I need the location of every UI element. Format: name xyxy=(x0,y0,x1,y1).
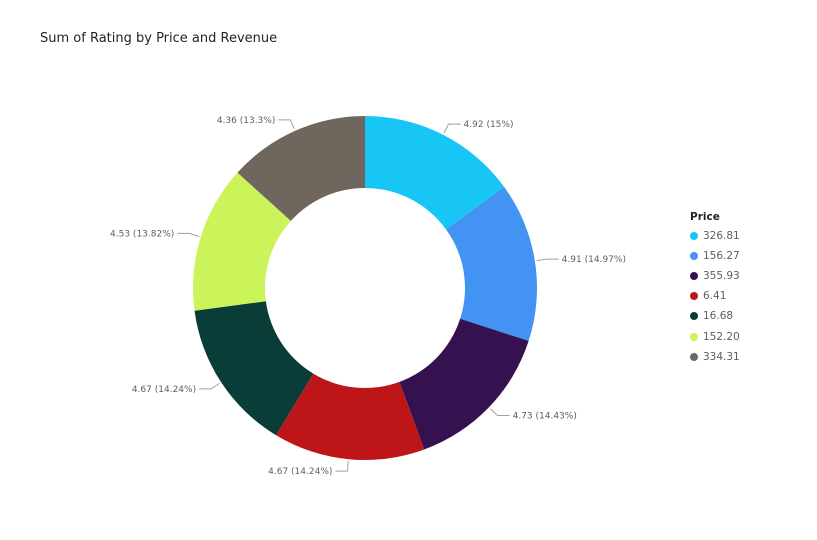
legend-item[interactable]: 334.31 xyxy=(690,347,740,367)
data-label: 4.67 (14.24%) xyxy=(268,467,332,477)
chart-title: Sum of Rating by Price and Revenue xyxy=(40,31,278,46)
legend-item[interactable]: 326.81 xyxy=(690,226,740,246)
legend-label: 6.41 xyxy=(703,290,727,303)
donut-slice-326.81[interactable] xyxy=(365,116,505,230)
legend-title: Price xyxy=(690,211,720,223)
data-label: 4.67 (14.24%) xyxy=(132,385,196,395)
legend-swatch xyxy=(690,292,698,301)
legend-swatch xyxy=(690,252,698,261)
data-label: 4.73 (14.43%) xyxy=(513,412,577,422)
donut-slice-16.68[interactable] xyxy=(194,301,314,436)
leader-line xyxy=(443,123,461,134)
leader-line xyxy=(490,408,510,417)
legend-label: 355.93 xyxy=(703,270,740,283)
legend-swatch xyxy=(690,272,698,281)
donut-slice-6.41[interactable] xyxy=(276,373,425,460)
leader-line xyxy=(177,232,199,237)
legend: Price 326.81 156.27 355.93 6.41 16.68 152.20 3… xyxy=(690,211,740,367)
donut-slice-334.31[interactable] xyxy=(237,116,365,221)
legend-item[interactable]: 156.27 xyxy=(690,246,740,266)
legend-item[interactable]: 6.41 xyxy=(690,286,740,306)
leader-line xyxy=(536,258,559,262)
data-label: 4.91 (14.97%) xyxy=(562,255,626,265)
legend-swatch xyxy=(690,352,698,361)
data-label: 4.92 (15%) xyxy=(464,120,514,130)
legend-label: 16.68 xyxy=(703,310,734,323)
legend-swatch xyxy=(690,312,698,321)
donut-slice-152.20[interactable] xyxy=(193,172,291,311)
data-label: 4.36 (13.3%) xyxy=(217,116,276,126)
legend-item[interactable]: 152.20 xyxy=(690,326,740,346)
legend-item[interactable]: 16.68 xyxy=(690,306,740,326)
legend-label: 326.81 xyxy=(703,230,740,243)
legend-label: 156.27 xyxy=(703,250,740,263)
donut-slice-156.27[interactable] xyxy=(445,186,537,341)
leader-line xyxy=(199,382,220,390)
legend-swatch xyxy=(690,332,698,341)
data-label: 4.53 (13.82%) xyxy=(110,229,174,239)
leader-line xyxy=(278,119,295,130)
legend-item[interactable]: 355.93 xyxy=(690,266,740,286)
leader-line xyxy=(335,461,349,472)
legend-label: 152.20 xyxy=(703,330,740,343)
donut-slice-355.93[interactable] xyxy=(399,318,529,450)
legend-swatch xyxy=(690,232,698,241)
legend-label: 334.31 xyxy=(703,350,740,363)
